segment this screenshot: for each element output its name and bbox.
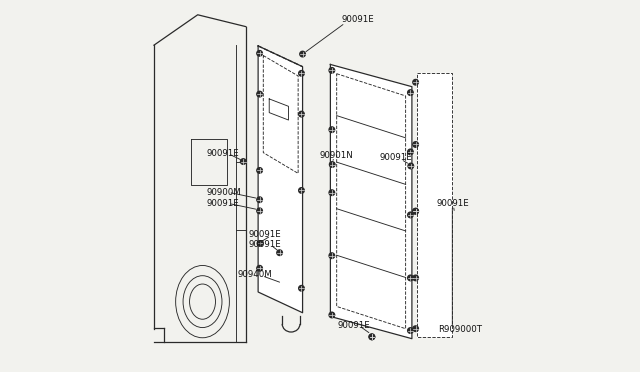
Circle shape (330, 162, 335, 167)
Circle shape (300, 51, 305, 57)
Circle shape (408, 328, 413, 333)
Text: 90091E: 90091E (436, 199, 470, 208)
Circle shape (369, 334, 374, 340)
Circle shape (257, 208, 262, 214)
Circle shape (413, 275, 419, 281)
Text: 90091E: 90091E (206, 149, 239, 158)
Text: 90091E: 90091E (249, 230, 282, 239)
Circle shape (329, 253, 335, 259)
Circle shape (299, 71, 304, 76)
Circle shape (369, 334, 374, 340)
Polygon shape (417, 73, 452, 337)
Text: 90900M: 90900M (206, 188, 241, 197)
Circle shape (299, 187, 304, 193)
Circle shape (257, 51, 262, 56)
Circle shape (257, 241, 263, 246)
Circle shape (408, 163, 413, 169)
Circle shape (413, 142, 419, 147)
Circle shape (413, 80, 419, 85)
Circle shape (241, 159, 246, 164)
Circle shape (413, 326, 419, 331)
Text: 90940M: 90940M (237, 270, 273, 279)
Text: 90091E: 90091E (249, 240, 282, 249)
Circle shape (329, 68, 335, 73)
Text: 90091E: 90091E (206, 199, 239, 208)
Text: R909000T: R909000T (438, 324, 483, 334)
Circle shape (408, 212, 413, 218)
Circle shape (277, 250, 282, 256)
Circle shape (329, 127, 335, 132)
Text: 90091E: 90091E (380, 153, 412, 161)
Circle shape (257, 266, 262, 271)
Circle shape (408, 149, 413, 155)
Circle shape (257, 168, 262, 173)
Circle shape (329, 190, 335, 195)
Circle shape (299, 285, 304, 291)
Circle shape (257, 91, 262, 97)
Circle shape (257, 197, 262, 202)
Text: 90091E: 90091E (342, 16, 374, 25)
Circle shape (408, 90, 413, 95)
Circle shape (413, 208, 419, 214)
Circle shape (413, 208, 419, 214)
Circle shape (408, 275, 413, 281)
Text: 90091E: 90091E (337, 321, 370, 330)
Text: 90901N: 90901N (319, 151, 353, 160)
Polygon shape (330, 64, 412, 339)
Circle shape (299, 111, 304, 117)
Circle shape (329, 312, 335, 318)
Polygon shape (258, 46, 303, 313)
